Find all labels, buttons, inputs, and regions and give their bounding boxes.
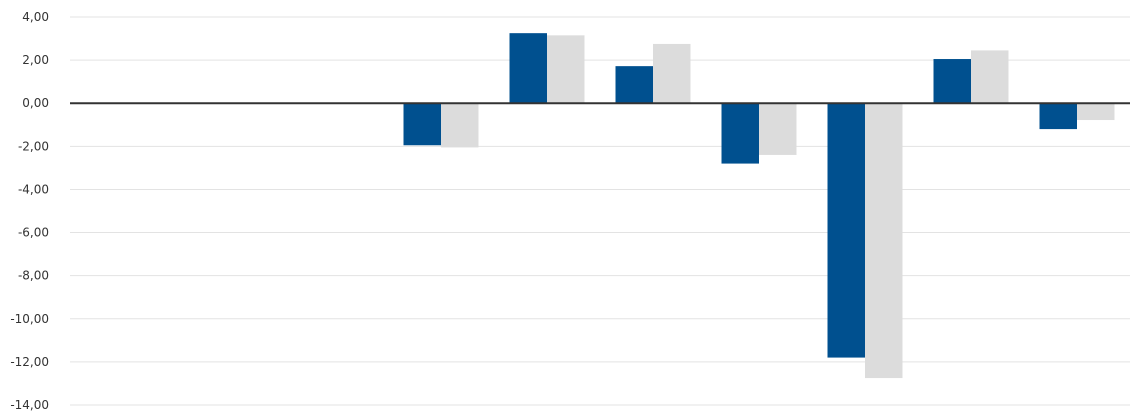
bar-series-2-category-5 [547,35,585,104]
bar-series-2-category-4 [441,103,479,148]
bars [403,33,1115,379]
bar-series-2-category-7 [759,103,797,155]
y-tick-label: -6,00 [18,226,49,240]
y-tick-label: -2,00 [18,139,49,153]
y-tick-label: 0,00 [22,96,49,110]
gridlines [70,16,1130,406]
y-axis-labels: 4,00 2,00 0,00 -2,00 -4,00 -6,00 -8,00 -10,00 -1… [10,10,49,412]
bar-series-1-category-9 [933,59,971,104]
y-tick-label: -8,00 [18,269,49,283]
y-tick-label: 4,00 [22,10,49,24]
bar-series-1-category-7 [721,103,759,164]
bar-series-1-category-10 [1039,103,1077,130]
bar-series-1-category-5 [509,33,547,104]
bar-series-1-category-6 [615,66,653,104]
y-tick-label: 2,00 [22,53,49,67]
bar-series-2-category-10 [1077,103,1115,121]
bar-series-1-category-4 [403,103,441,146]
y-tick-label: -4,00 [18,182,49,196]
y-tick-label: -14,00 [10,398,49,412]
bar-series-1-category-8 [827,103,865,358]
y-tick-label: -10,00 [10,312,49,326]
bar-series-2-category-9 [971,50,1009,104]
bar-series-2-category-8 [865,103,903,379]
y-tick-label: -12,00 [10,355,49,369]
bar-series-2-category-6 [653,43,691,104]
